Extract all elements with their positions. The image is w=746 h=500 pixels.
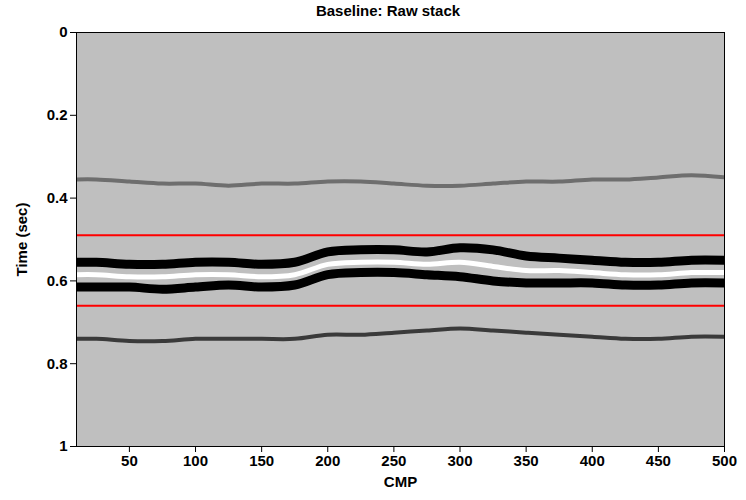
svg-text:0.8: 0.8 — [47, 355, 68, 372]
svg-text:250: 250 — [381, 452, 406, 469]
svg-text:0: 0 — [59, 23, 67, 40]
svg-text:0.6: 0.6 — [47, 272, 68, 289]
svg-text:150: 150 — [249, 452, 274, 469]
svg-text:300: 300 — [447, 452, 472, 469]
svg-text:350: 350 — [514, 452, 539, 469]
svg-text:50: 50 — [121, 452, 138, 469]
svg-text:0.2: 0.2 — [47, 106, 68, 123]
svg-text:0.4: 0.4 — [47, 189, 69, 206]
svg-text:400: 400 — [580, 452, 605, 469]
svg-text:Time (sec): Time (sec) — [13, 203, 30, 277]
svg-text:100: 100 — [183, 452, 208, 469]
svg-text:500: 500 — [712, 452, 737, 469]
html-text:Baseline: Raw stack: Baseline: Raw stack — [315, 2, 461, 19]
svg-text:CMP: CMP — [384, 473, 417, 490]
svg-text:200: 200 — [315, 452, 340, 469]
svg-text:1: 1 — [59, 437, 67, 454]
svg-text:450: 450 — [646, 452, 671, 469]
